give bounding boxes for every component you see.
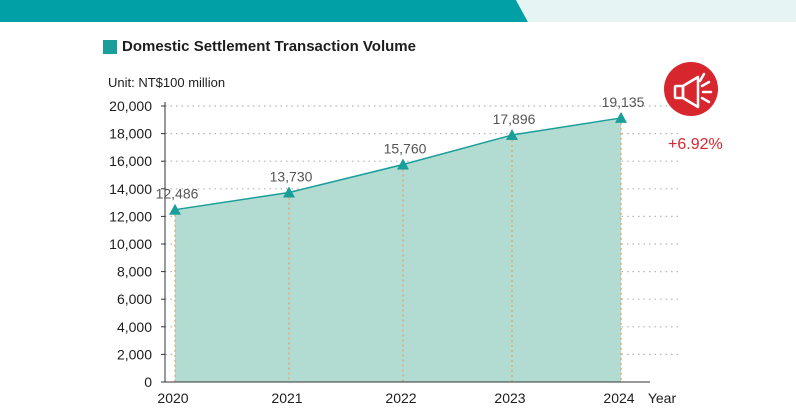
x-tick-label: 2022 (385, 390, 416, 406)
y-tick-label: 18,000 (109, 126, 152, 142)
y-tick-label: 6,000 (117, 291, 152, 307)
x-axis-label: Year (648, 390, 677, 406)
y-tick-label: 16,000 (109, 153, 152, 169)
chart-title: Domestic Settlement Transaction Volume (122, 38, 416, 55)
x-tick-label: 2021 (271, 390, 302, 406)
data-point-marker (169, 203, 181, 215)
data-label: 17,896 (493, 111, 536, 127)
data-label: 15,760 (384, 141, 427, 157)
chart-title-block: Domestic Settlement Transaction Volume (103, 38, 416, 55)
unit-label: Unit: NT$100 million (108, 75, 226, 90)
x-tick-label: 2020 (157, 390, 188, 406)
y-tick-label: 10,000 (109, 236, 152, 252)
y-tick-label: 20,000 (109, 98, 152, 114)
y-tick-label: 14,000 (109, 181, 152, 197)
area-fill (175, 117, 621, 382)
y-tick-label: 8,000 (117, 264, 152, 280)
header-band (0, 0, 796, 22)
y-tick-label: 0 (144, 374, 152, 390)
y-tick-label: 12,000 (109, 208, 152, 224)
data-point-marker (506, 129, 518, 141)
data-label: 19,135 (602, 94, 645, 110)
data-point-marker (283, 186, 295, 198)
data-point-marker (615, 111, 627, 123)
x-tick-label: 2023 (494, 390, 525, 406)
title-marker (103, 39, 117, 54)
x-tick-label: 2024 (603, 390, 634, 406)
y-tick-label: 2,000 (117, 346, 152, 362)
data-label: 12,486 (156, 186, 199, 202)
megaphone-icon (664, 62, 718, 116)
data-label: 13,730 (270, 169, 313, 185)
header-band-dark (0, 0, 528, 22)
header-band-light (516, 0, 796, 22)
growth-rate-label: +6.92% (668, 136, 723, 153)
y-tick-label: 4,000 (117, 319, 152, 335)
data-point-marker (397, 158, 409, 170)
